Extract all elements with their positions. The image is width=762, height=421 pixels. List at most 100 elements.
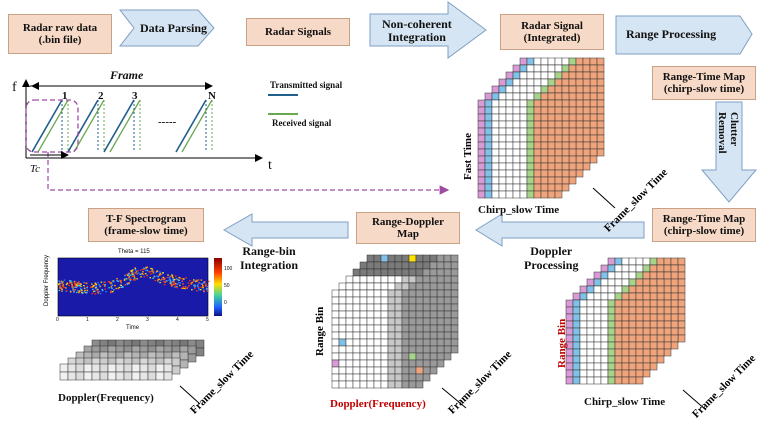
spec-pixel [170, 284, 173, 287]
grid-cell [387, 289, 396, 298]
grid-cell [600, 278, 609, 287]
chirp-plot [22, 79, 450, 195]
grid-cell [572, 320, 581, 329]
grid-cell [401, 324, 410, 333]
spec-pixel [172, 280, 175, 282]
grid-cell [394, 254, 403, 263]
grid-cell [670, 320, 679, 329]
spec-pixel [117, 287, 120, 290]
grid-cell [561, 155, 570, 164]
grid-cell [380, 289, 389, 298]
grid-cell [443, 324, 452, 333]
grid-cell [505, 99, 514, 108]
grid-cell [540, 134, 549, 143]
spec-pixel [179, 282, 182, 284]
grid-cell [505, 169, 514, 178]
spec-pixel [58, 289, 61, 292]
spec-pixel [76, 285, 79, 288]
spec-pixel [116, 278, 118, 280]
grid-cell [331, 359, 340, 368]
grid-cell [512, 169, 521, 178]
grid-cell [436, 359, 445, 368]
grid-cell [422, 345, 431, 354]
grid-cell [579, 341, 588, 350]
grid-cell [429, 324, 438, 333]
grid-cell [75, 363, 85, 373]
grid-cell [422, 289, 431, 298]
grid-cell [607, 369, 616, 378]
grid-cell [359, 261, 368, 270]
grid-cell [380, 338, 389, 347]
chirp-2 [67, 99, 105, 153]
grid-cell [663, 348, 672, 357]
grid-cell [582, 85, 591, 94]
grid-cell [380, 345, 389, 354]
grid-cell [670, 264, 679, 273]
grid-cell [491, 106, 500, 115]
brace-1 [592, 187, 616, 209]
spec-pixel [128, 272, 130, 274]
grid-cell [614, 327, 623, 336]
t-axis-label: t [268, 158, 272, 173]
grid-cell [600, 306, 609, 315]
spec-pixel [121, 285, 124, 288]
grid-cell [519, 169, 528, 178]
grid-cell [450, 296, 459, 305]
grid-cell [579, 292, 588, 301]
grid-cell [677, 257, 686, 266]
grid-cell [366, 310, 375, 319]
grid-cell [484, 127, 493, 136]
grid-cell [450, 261, 459, 270]
grid-cell [554, 120, 563, 129]
grid-cell [519, 176, 528, 185]
grid-cell [512, 99, 521, 108]
grid-cell [443, 331, 452, 340]
grid-cell [373, 324, 382, 333]
grid-cell [359, 331, 368, 340]
grid-cell [401, 268, 410, 277]
spec-pixel [169, 275, 172, 278]
spec-pixel [111, 291, 114, 293]
spec-pixel [195, 290, 198, 292]
grid-cell [187, 345, 197, 355]
grid-cell [505, 148, 514, 157]
grid-cell [540, 127, 549, 136]
grid-cell [621, 264, 630, 273]
grid-cell [429, 366, 438, 375]
grid-cell [614, 285, 623, 294]
grid-cell [593, 285, 602, 294]
range-time-box-1: Range-Time Map (chirp-slow time) [652, 66, 756, 100]
grid-cell [505, 183, 514, 192]
grid-cell [593, 278, 602, 287]
grid-cell [366, 296, 375, 305]
grid-cell [401, 338, 410, 347]
grid-cell [540, 99, 549, 108]
grid-cell [540, 169, 549, 178]
spec-pixel [134, 267, 137, 269]
grid-cell [596, 92, 605, 101]
spec-pixel [79, 285, 81, 288]
grid-cell [107, 363, 117, 373]
grid-cell [484, 190, 493, 199]
grid-cell [498, 183, 507, 192]
grid-cell [568, 134, 577, 143]
grid-cell [628, 341, 637, 350]
grid-cell [533, 99, 542, 108]
grid-cell [359, 317, 368, 326]
spec-pixel [197, 286, 200, 289]
grid-cell [649, 271, 658, 280]
grid-cell [533, 71, 542, 80]
grid-cell [408, 338, 417, 347]
spec-pixel [164, 281, 166, 283]
grid-cell [387, 324, 396, 333]
grid-cell [649, 327, 658, 336]
spec-pixel [165, 280, 168, 282]
spec-pixel [80, 285, 82, 288]
grid-cell [554, 113, 563, 122]
grid-cell [554, 127, 563, 136]
grid-cell [345, 373, 354, 382]
spec-pixel [111, 284, 114, 286]
grid-cell [596, 57, 605, 66]
spec-pixel [85, 291, 87, 294]
grid-cell [642, 285, 651, 294]
